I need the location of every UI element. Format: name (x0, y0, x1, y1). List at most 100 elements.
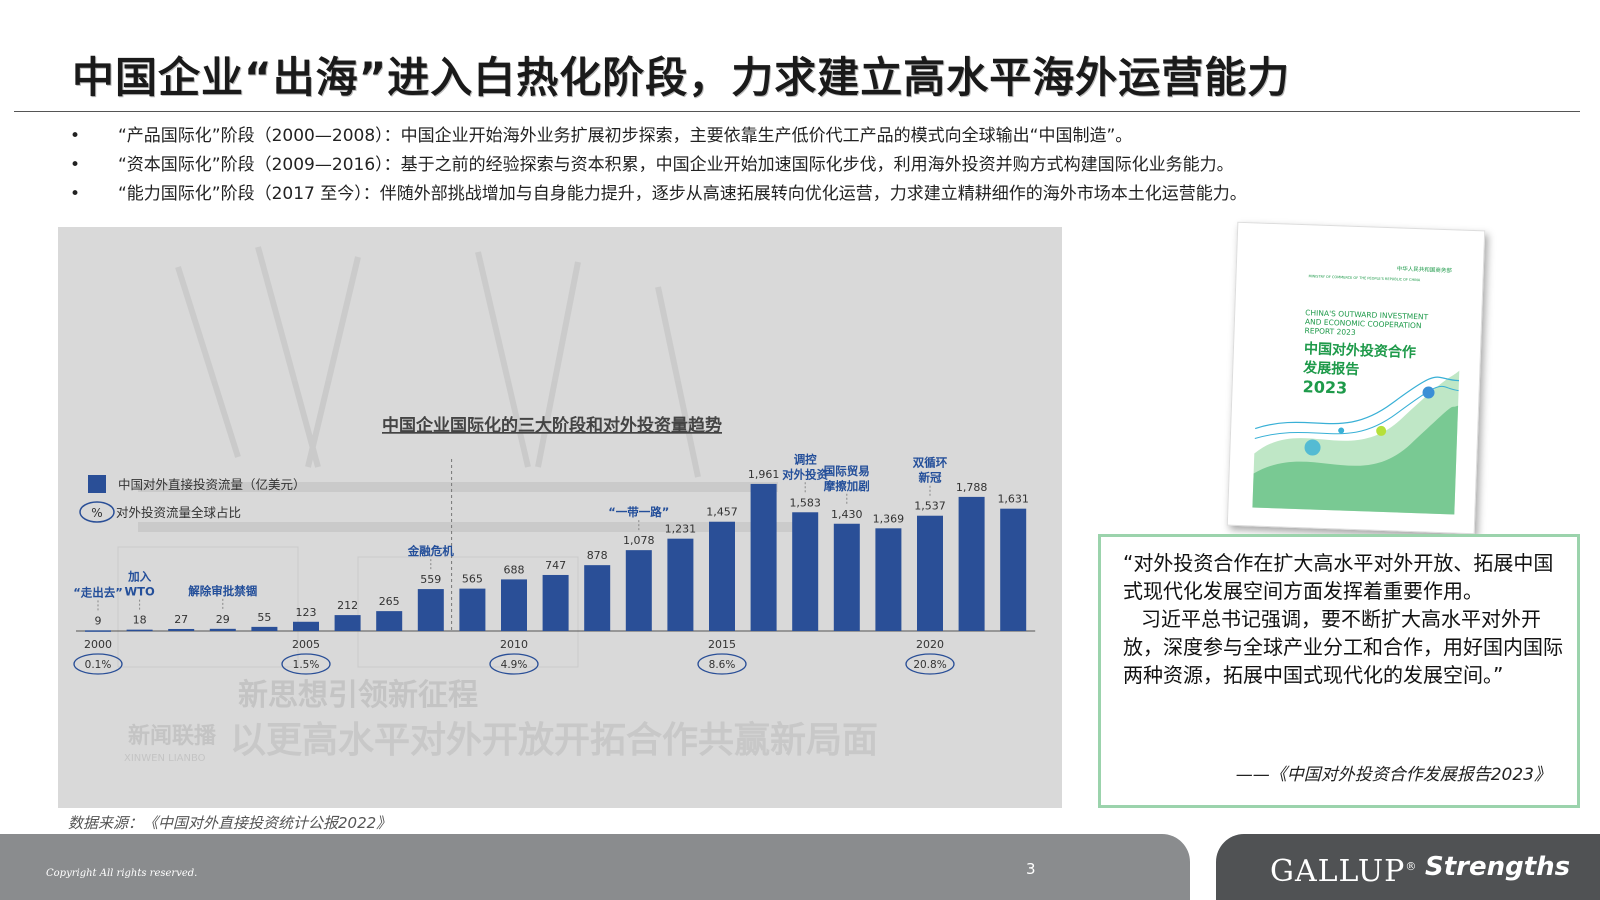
bar-2009 (459, 588, 486, 631)
x-tick-label: 2010 (500, 638, 528, 651)
x-tick-label: 2020 (916, 638, 944, 651)
global-share-ellipse (905, 653, 955, 675)
bar-value-label: 9 (95, 614, 102, 627)
cover-subheader: MINISTRY OF COMMERCE OF THE PEOPLE'S REP… (1308, 274, 1420, 282)
bar-value-label: 688 (504, 563, 525, 576)
global-share-label: 20.8% (913, 659, 946, 671)
bar-value-label: 123 (296, 606, 317, 619)
bar-2010 (501, 579, 527, 631)
quote-paragraph-2: 习近平总书记强调，要不断扩大高水平对外开放，深度参与全球产业分工和合作，用好国内… (1123, 607, 1563, 687)
bar-2014 (667, 538, 694, 631)
bar-value-label: 212 (337, 599, 358, 612)
global-share-ellipse (489, 653, 539, 675)
event-annotation: 摩擦加剧 (824, 479, 870, 493)
quote-paragraph-1: “对外投资合作在扩大高水平对外开放、拓展中国式现代化发展空间方面发挥着重要作用。 (1123, 551, 1554, 603)
bar-2003 (209, 628, 236, 631)
bar-2022 (1000, 508, 1027, 631)
bar-2008 (417, 589, 444, 631)
bar-value-label: 1,961 (748, 468, 780, 481)
cover-english-title-1: CHINA'S OUTWARD INVESTMENT (1305, 308, 1429, 321)
x-tick-label: 2000 (84, 638, 112, 651)
event-annotation: 金融危机 (407, 544, 454, 558)
gallup-logo: GALLUP® (1270, 854, 1417, 889)
title-divider (14, 111, 1580, 112)
bar-2020 (917, 515, 943, 631)
strengths-logo: Strengths (1425, 852, 1571, 882)
event-annotation: 对外投资 (782, 467, 828, 481)
event-annotation: 加入 (127, 570, 151, 584)
bar-2001 (126, 629, 153, 632)
bullet-marker: • (70, 155, 81, 175)
bullet-text: “产品国际化”阶段（2000—2008）：中国企业开始海外业务扩展初步探索，主要… (118, 126, 1133, 146)
bar-value-label: 878 (587, 549, 608, 562)
bar-2018 (833, 523, 860, 631)
slide-title: 中国企业“出海”进入白热化阶段，力求建立高水平海外运营能力 (72, 53, 1291, 102)
cover-english-title-3: REPORT 2023 (1304, 326, 1356, 337)
bar-2013 (625, 550, 652, 631)
event-annotation: 调控 (794, 452, 817, 466)
copyright-text: Copyright All rights reserved. (46, 868, 198, 879)
chart-background-scene (117, 246, 818, 668)
quote-text: “对外投资合作在扩大高水平对外开放、拓展中国式现代化发展空间方面发挥着重要作用。… (1123, 549, 1563, 689)
bar-value-label: 1,583 (789, 496, 821, 509)
global-share-ellipse (281, 653, 331, 675)
bar-value-label: 747 (545, 559, 566, 572)
bar-value-label: 265 (379, 595, 400, 608)
bar-2021 (958, 496, 985, 631)
bars-layer: 9 18 27 29 55 123 212 265 559 565 688 747 878 1,078 1,… (73, 452, 1036, 675)
bar-value-label: 565 (462, 573, 483, 586)
investment-chart-panel: 新思想引领新征程 新闻联播 XINWEN LIANBO 以更高水平对外开放开拓合… (58, 227, 1062, 808)
page-number: 3 (1026, 860, 1036, 878)
bar-2017 (792, 512, 819, 631)
event-annotation: “走出去” (73, 585, 123, 599)
global-share-ellipse (73, 653, 123, 675)
bar-2011 (542, 574, 569, 631)
bar-2002 (168, 628, 195, 631)
watermark-logo: 新闻联播 (128, 723, 217, 749)
bar-value-label: 1,231 (665, 523, 697, 536)
gallup-registered-mark: ® (1405, 860, 1418, 873)
bullet-marker: • (70, 184, 81, 204)
bullet-capital-phase: • “资本国际化”阶段（2009—2016）：基于之前的经验探索与资本积累，中国企… (70, 151, 1570, 180)
bar-value-label: 1,631 (997, 493, 1028, 506)
global-share-label: 1.5% (293, 659, 320, 671)
bar-2000 (85, 630, 111, 632)
data-source-note: 数据来源：《中国对外直接投资统计公报2022》 (68, 814, 392, 832)
legend-pct-symbol: % (91, 506, 102, 520)
bar-2007 (376, 611, 403, 631)
bar-value-label: 1,537 (914, 500, 946, 513)
event-annotation: WTO (124, 585, 155, 599)
bar-2006 (334, 615, 361, 631)
bar-value-label: 1,078 (623, 534, 655, 547)
cover-year: 2023 (1302, 377, 1347, 398)
bar-value-label: 1,788 (956, 481, 988, 494)
bullet-marker: • (70, 126, 81, 146)
bar-value-label: 29 (216, 613, 230, 626)
x-tick-label: 2015 (708, 638, 736, 651)
investment-bar-chart: 新思想引领新征程 新闻联播 XINWEN LIANBO 以更高水平对外开放开拓合… (73, 246, 1036, 764)
legend-pct-label: 对外投资流量全球占比 (116, 505, 241, 520)
bar-2015 (709, 521, 735, 631)
phase-bullet-list: • “产品国际化”阶段（2000—2008）：中国企业开始海外业务扩展初步探索，主… (70, 122, 1570, 209)
legend-bar-label: 中国对外直接投资流量（亿美元） (118, 477, 306, 492)
bar-value-label: 1,369 (873, 512, 905, 525)
bar-value-label: 27 (174, 613, 188, 626)
cover-header: 中华人民共和国商务部 (1397, 264, 1453, 274)
bar-value-label: 18 (133, 614, 147, 627)
global-share-label: 4.9% (501, 659, 528, 671)
bullet-text: “能力国际化”阶段（2017 至今）：伴随外部挑战增加与自身能力提升，逐步从高速… (118, 184, 1247, 204)
report-cover-image: 中华人民共和国商务部 MINISTRY OF COMMERCE OF THE P… (1226, 221, 1486, 535)
event-annotation: “一带一路” (608, 505, 669, 519)
cover-english-title-2: AND ECONOMIC COOPERATION (1305, 317, 1422, 330)
event-annotation: 双循环 (912, 456, 948, 470)
bar-2012 (584, 565, 611, 631)
footer-bar-left (0, 834, 1190, 900)
quote-box: “对外投资合作在扩大高水平对外开放、拓展中国式现代化发展空间方面发挥着重要作用。… (1098, 534, 1580, 808)
bar-value-label: 55 (257, 611, 271, 624)
bullet-text: “资本国际化”阶段（2009—2016）：基于之前的经验探索与资本积累，中国企业… (118, 155, 1234, 175)
global-share-label: 8.6% (709, 659, 736, 671)
cover-chinese-title-2: 发展报告 (1302, 359, 1360, 378)
chart-title: 中国企业国际化的三大阶段和对外投资量趋势 (382, 415, 722, 436)
gallup-wordmark: GALLUP (1270, 854, 1406, 889)
watermark-line-2: 以更高水平对外开放开拓合作共赢新局面 (230, 719, 878, 761)
